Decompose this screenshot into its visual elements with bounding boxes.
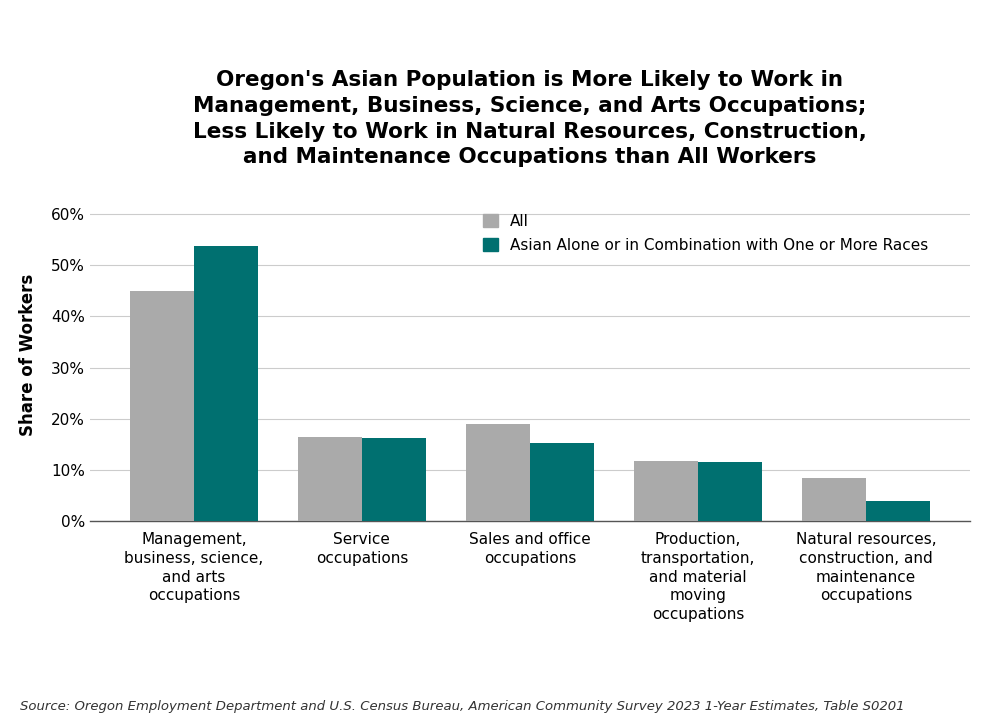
Bar [298, 437, 362, 521]
Bar [634, 460, 698, 521]
Bar [866, 501, 930, 521]
Bar [466, 424, 530, 521]
Bar [802, 478, 866, 521]
Bar [130, 291, 194, 521]
Bar [530, 443, 594, 521]
Text: Source: Oregon Employment Department and U.S. Census Bureau, American Community : Source: Oregon Employment Department and… [20, 700, 904, 713]
Title: Oregon's Asian Population is More Likely to Work in
Management, Business, Scienc: Oregon's Asian Population is More Likely… [193, 70, 867, 167]
Bar [362, 438, 426, 521]
Legend: All, Asian Alone or in Combination with One or More Races: All, Asian Alone or in Combination with … [475, 206, 936, 261]
Y-axis label: Share of Workers: Share of Workers [19, 274, 37, 436]
Bar [698, 463, 762, 521]
Bar [194, 246, 258, 521]
